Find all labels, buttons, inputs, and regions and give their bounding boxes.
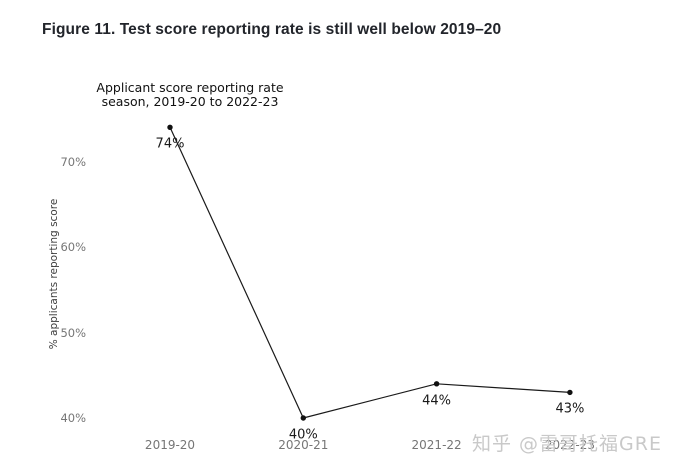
data-label: 74% [155, 136, 185, 152]
data-point-2019-20 [167, 124, 173, 130]
x-tick-label: 2020-21 [278, 438, 329, 452]
watermark: 知乎 @雷哥托福GRE [472, 433, 662, 455]
data-point-2020-21 [300, 415, 306, 421]
figure-title: Figure 11. Test score reporting rate is … [42, 21, 502, 38]
data-point-2021-22 [433, 381, 440, 387]
y-tick-label: 60% [60, 240, 86, 254]
chart-title-line2: season, 2019-20 to 2022-23 [101, 94, 279, 109]
x-tick-label: 2021-22 [411, 438, 462, 452]
data-label: 44% [422, 393, 452, 409]
data-point-2022-23 [567, 389, 573, 396]
data-label: 40% [288, 427, 318, 443]
series-line [169, 127, 570, 419]
chart-title: Applicant score reporting rate season, 2… [88, 81, 292, 109]
y-tick-label: 40% [60, 411, 86, 425]
x-tick-label: 2022-23 [544, 438, 595, 452]
y-tick-label: 70% [60, 154, 86, 169]
chart-title-line1: Applicant score reporting rate [96, 80, 284, 95]
x-tick-label: 2019-20 [144, 438, 196, 452]
data-label: 43% [555, 401, 585, 417]
y-tick-label: 50% [60, 325, 86, 340]
